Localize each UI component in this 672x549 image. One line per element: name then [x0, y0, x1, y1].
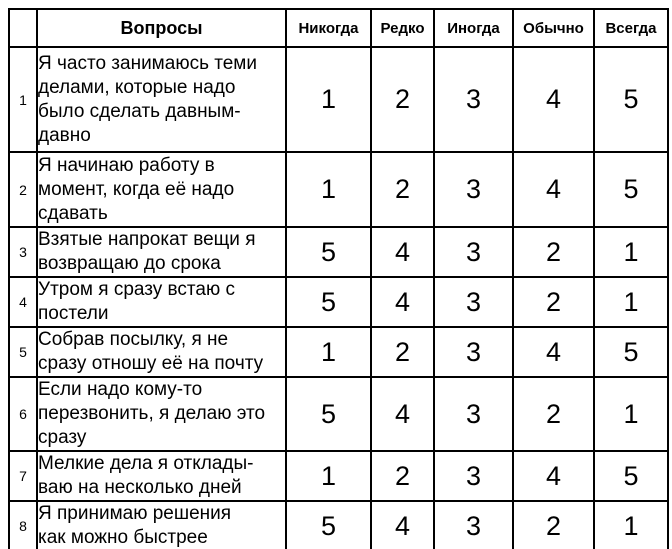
question-cell: Утром я сразу встаю с постели: [36, 276, 287, 328]
answer-value-cell: 4: [370, 376, 435, 452]
table-row: 3 Взятые напрокат вещи я возвращаю до ср…: [8, 226, 669, 278]
answer-value-cell: 3: [433, 450, 514, 502]
row-number-cell: 8: [8, 500, 38, 549]
table-row: 6 Если надо кому-то перезвонить, я делаю…: [8, 376, 669, 452]
answer-value-cell: 5: [285, 226, 372, 278]
answer-value-cell: 1: [285, 326, 372, 378]
column-header-sometimes: Иногда: [433, 8, 514, 48]
answer-value-cell: 1: [593, 276, 669, 328]
answer-value-cell: 3: [433, 151, 514, 228]
table-row: 4 Утром я сразу встаю с постели 5 4 3 2 …: [8, 276, 669, 328]
answer-value-cell: 3: [433, 326, 514, 378]
answer-value-cell: 1: [285, 450, 372, 502]
row-number-cell: 3: [8, 226, 38, 278]
answer-value-cell: 2: [512, 276, 595, 328]
answer-value-cell: 3: [433, 500, 514, 549]
question-cell: Мелкие дела я отклады- ваю на несколько …: [36, 450, 287, 502]
answer-value-cell: 4: [512, 450, 595, 502]
answer-value-cell: 4: [512, 151, 595, 228]
questionnaire-table: Вопросы Никогда Редко Иногда Обычно Всег…: [8, 8, 669, 549]
table-row: 5 Собрав посылку, я не сразу отношу её н…: [8, 326, 669, 378]
answer-value-cell: 4: [370, 500, 435, 549]
answer-value-cell: 5: [285, 276, 372, 328]
answer-value-cell: 3: [433, 376, 514, 452]
question-cell: Я часто занимаюсь теми делами, которые н…: [36, 46, 287, 153]
table-row: 8 Я принимаю решения как можно быстрее 5…: [8, 500, 669, 549]
answer-value-cell: 4: [512, 326, 595, 378]
answer-value-cell: 1: [285, 46, 372, 153]
answer-value-cell: 3: [433, 226, 514, 278]
column-header-never: Никогда: [285, 8, 372, 48]
answer-value-cell: 4: [370, 276, 435, 328]
answer-value-cell: 1: [593, 376, 669, 452]
column-header-rarely: Редко: [370, 8, 435, 48]
answer-value-cell: 4: [512, 46, 595, 153]
row-number-cell: 2: [8, 151, 38, 228]
header-row: Вопросы Никогда Редко Иногда Обычно Всег…: [8, 8, 669, 48]
answer-value-cell: 5: [593, 46, 669, 153]
answer-value-cell: 2: [512, 500, 595, 549]
answer-value-cell: 5: [593, 450, 669, 502]
question-cell: Если надо кому-то перезвонить, я делаю э…: [36, 376, 287, 452]
answer-value-cell: 2: [370, 326, 435, 378]
column-header-usually: Обычно: [512, 8, 595, 48]
answer-value-cell: 3: [433, 46, 514, 153]
answer-value-cell: 5: [285, 500, 372, 549]
table-row: 1 Я часто занимаюсь теми делами, которые…: [8, 46, 669, 153]
questions-column-header: Вопросы: [36, 8, 287, 48]
column-header-always: Всегда: [593, 8, 669, 48]
answer-value-cell: 2: [370, 450, 435, 502]
row-number-cell: 4: [8, 276, 38, 328]
table-row: 2 Я начинаю работу в момент, когда её на…: [8, 151, 669, 228]
answer-value-cell: 2: [370, 46, 435, 153]
question-cell: Взятые напрокат вещи я возвращаю до срок…: [36, 226, 287, 278]
answer-value-cell: 5: [593, 326, 669, 378]
table-row: 7 Мелкие дела я отклады- ваю на нескольк…: [8, 450, 669, 502]
answer-value-cell: 1: [593, 500, 669, 549]
answer-value-cell: 2: [370, 151, 435, 228]
answer-value-cell: 5: [593, 151, 669, 228]
row-number-cell: 7: [8, 450, 38, 502]
answer-value-cell: 2: [512, 376, 595, 452]
answer-value-cell: 1: [285, 151, 372, 228]
row-number-cell: 6: [8, 376, 38, 452]
answer-value-cell: 2: [512, 226, 595, 278]
answer-value-cell: 4: [370, 226, 435, 278]
answer-value-cell: 3: [433, 276, 514, 328]
answer-value-cell: 5: [285, 376, 372, 452]
question-cell: Собрав посылку, я не сразу отношу её на …: [36, 326, 287, 378]
question-cell: Я начинаю работу в момент, когда её надо…: [36, 151, 287, 228]
question-cell: Я принимаю решения как можно быстрее: [36, 500, 287, 549]
row-number-cell: 5: [8, 326, 38, 378]
answer-value-cell: 1: [593, 226, 669, 278]
corner-header-cell: [8, 8, 38, 48]
row-number-cell: 1: [8, 46, 38, 153]
